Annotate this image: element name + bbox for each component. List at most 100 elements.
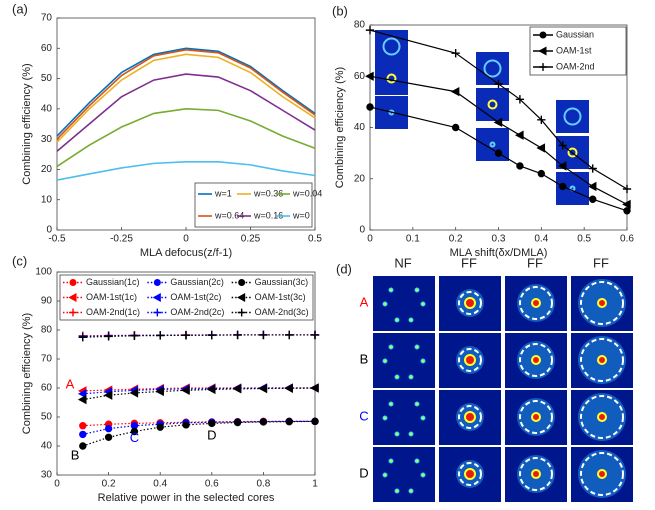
far-field-core [531,298,541,308]
column-title: FF [593,255,609,270]
panel-label: (d) [336,261,352,276]
legend-label: w=0.16 [253,210,283,220]
data-point [589,195,597,203]
near-field-spot [382,415,388,421]
data-point [451,123,460,132]
data-point [155,386,164,397]
legend-marker [237,308,246,317]
near-field-spot [382,472,388,478]
near-field-spot [408,431,414,437]
legend-label: OAM-1st(1c) [86,292,137,302]
y-tick-label: 40 [354,122,366,133]
x-tick-label: 0.6 [620,234,634,245]
near-field-spot [408,488,414,494]
far-field-core [531,355,541,365]
dashed-ring [458,291,482,315]
near-field-spot [414,458,420,464]
data-point [79,422,87,430]
x-axis-label: MLA defocus(z/f-1) [140,247,232,259]
far-field-core [464,468,476,480]
series-line [82,387,316,401]
legend-marker [539,31,547,39]
legend-label: Gaussian [556,29,594,39]
plot-area [56,271,316,476]
data-point [557,161,567,171]
x-tick-label: 1 [312,479,318,490]
dashed-ring [580,281,624,325]
data-point [78,333,87,342]
series-line [56,161,316,181]
y-tick-label: 60 [354,71,366,82]
legend-marker [69,308,77,317]
data-point [537,115,546,124]
data-point [311,417,319,426]
beam-image [373,333,435,388]
y-tick-label: 30 [41,470,53,481]
legend-marker [539,63,547,71]
near-field-spot [420,358,426,364]
series-line [56,53,316,143]
near-field-spot [414,344,420,350]
dashed-ring [580,338,624,382]
dashed-ring [519,343,553,377]
inset-spot [382,37,401,56]
y-tick-label: 40 [41,103,53,114]
data-point [310,383,319,393]
far-field-core [464,354,476,366]
near-field-spot [388,344,394,350]
y-tick-label: 50 [41,73,53,84]
y-tick-label: 30 [41,134,53,145]
data-point [365,71,374,81]
legend-label: Gaussian(1c) [86,277,140,287]
data-point [233,330,242,340]
data-point [104,424,113,433]
y-tick-label: 60 [41,383,53,394]
legend-label: w=0.36 [253,188,283,198]
near-field-spot [420,301,426,307]
near-field-spot [420,472,426,478]
inset-image [476,88,509,121]
near-field-spot [394,431,400,437]
near-field-spot [382,358,388,364]
near-field-spot [394,374,400,380]
data-point [450,86,460,97]
data-point [285,417,293,426]
legend-label: OAM-1st(2c) [170,292,221,302]
x-tick-label: 0 [367,234,373,245]
data-point [258,383,268,394]
legend-box [194,182,313,228]
annotation: C [130,430,139,445]
series-line [82,420,315,435]
y-tick-label: 50 [41,412,53,423]
legend-label: OAM-2nd(1c) [86,307,140,317]
y-axis-label: Combining efficiency (%) [21,313,33,434]
inset-image [556,100,589,133]
y-tick-label: 20 [41,164,53,175]
data-point [451,49,460,58]
far-field-core [597,469,607,479]
data-point [130,331,139,340]
x-axis-label: MLA shift(δx/DMLA) [450,247,548,259]
data-point [129,388,139,398]
x-tick-label: 0.5 [308,234,322,245]
x-tick-label: 0.2 [102,479,116,490]
dashed-ring [519,400,553,434]
data-point [494,149,503,157]
series-line [82,420,316,447]
series-line [56,47,316,137]
data-point [493,117,503,128]
row-label: C [359,408,368,423]
row-label: A [360,294,369,309]
x-tick-label: -0.5 [48,234,66,245]
inset-image [375,30,408,63]
x-tick-label: 0.6 [205,479,219,490]
legend-marker [153,308,162,317]
legend-marker [237,293,246,302]
data-point [130,427,139,436]
annotation: A [66,377,75,392]
dashed-ring [519,286,553,320]
legend-label: OAM-2nd [556,61,595,71]
inset-spot [386,73,397,84]
legend-marker [238,279,246,286]
legend-marker [69,279,77,286]
